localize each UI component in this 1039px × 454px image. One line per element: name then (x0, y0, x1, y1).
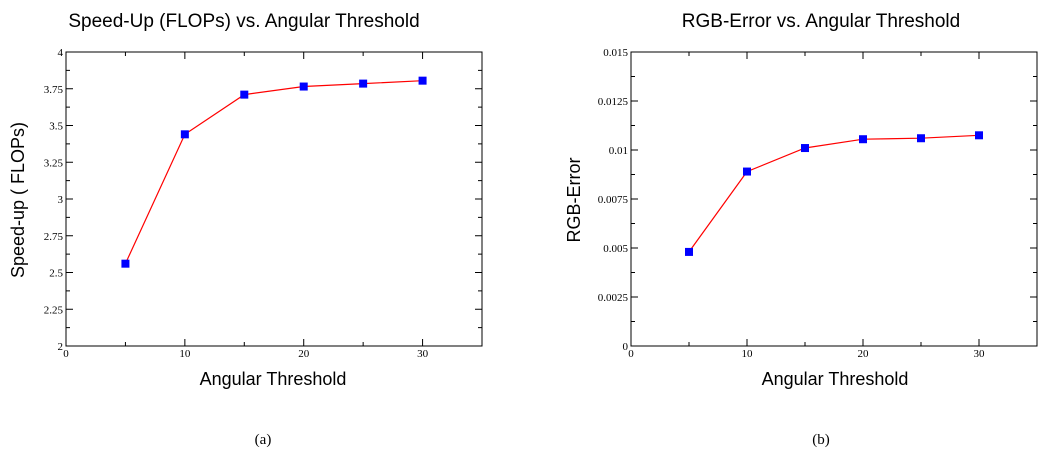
chart-a-x-tick-label: 20 (298, 348, 310, 360)
chart-a: Speed-Up (FLOPs) vs. Angular Threshold A… (8, 11, 483, 448)
chart-b-y-tick-label: 0 (623, 341, 629, 353)
chart-a-data-point (359, 79, 368, 88)
chart-a-y-tick-label: 2.5 (49, 268, 63, 280)
chart-b-y-tick-label: 0.0125 (598, 96, 629, 108)
chart-b-plot-area: 0 10 20 30 0 0.0025 0.005 0.0075 0.01 0.0125 0.015 (598, 47, 1038, 360)
chart-a-title: Speed-Up (FLOPs) vs. Angular Threshold (68, 11, 419, 32)
chart-b-data-point (743, 167, 751, 176)
chart-a-y-tick-label: 3 (58, 194, 64, 206)
chart-a-x-tick-label: 10 (179, 348, 191, 360)
chart-b-y-tick-label: 0.005 (603, 243, 628, 255)
chart-b-series-line (688, 134, 980, 253)
chart-a-data-point (299, 82, 308, 91)
chart-b-y-tick-label: 0.0025 (598, 292, 629, 304)
chart-a-x-axis-label: Angular Threshold (200, 369, 347, 389)
chart-a-y-tick-label: 2.25 (44, 304, 64, 316)
chart-a-frame (65, 51, 483, 347)
chart-b-y-tick-label: 0.01 (609, 145, 628, 157)
chart-b: RGB-Error vs. Angular Threshold Angular … (564, 11, 1038, 448)
chart-b-data-point (917, 134, 925, 143)
chart-b-data-point (685, 247, 693, 256)
chart-b-data-point (975, 131, 983, 140)
chart-a-y-tick-label: 2.75 (44, 231, 64, 243)
chart-a-y-tick-label: 3.25 (44, 157, 64, 169)
chart-a-data-point (418, 76, 427, 85)
chart-a-data-point (240, 90, 249, 99)
chart-b-data-point (801, 144, 809, 153)
chart-b-y-axis-label: RGB-Error (564, 157, 584, 242)
chart-a-y-tick-label: 3.5 (49, 121, 63, 133)
chart-b-frame (630, 51, 1038, 347)
chart-a-x-tick-label: 30 (417, 348, 429, 360)
chart-a-data-point (121, 259, 130, 268)
chart-b-x-tick-label: 30 (974, 348, 986, 360)
chart-a-y-tick-label: 3.75 (44, 84, 64, 96)
chart-a-y-axis-label: Speed-up ( FLOPs) (8, 122, 28, 278)
chart-b-caption: (b) (812, 432, 830, 448)
chart-b-data-point (859, 135, 867, 144)
chart-a-plot-area: 0 10 20 30 2 2.25 2.5 2.75 3 3.25 3.5 3.75 4 (44, 47, 483, 360)
chart-b-y-tick-label: 0.015 (603, 47, 628, 59)
chart-a-series-line (124, 80, 423, 264)
chart-a-y-tick-label: 4 (58, 47, 64, 59)
chart-b-x-tick-label: 10 (742, 348, 754, 360)
chart-b-x-tick-label: 0 (628, 348, 634, 360)
chart-b-title: RGB-Error vs. Angular Threshold (682, 11, 960, 32)
chart-a-x-tick-label: 0 (63, 348, 69, 360)
chart-a-y-tick-label: 2 (58, 341, 64, 353)
chart-b-x-axis-label: Angular Threshold (762, 369, 909, 389)
chart-a-caption: (a) (255, 432, 272, 448)
chart-b-y-tick-label: 0.0075 (598, 194, 629, 206)
chart-b-x-tick-label: 20 (858, 348, 870, 360)
chart-a-data-point (180, 130, 189, 139)
